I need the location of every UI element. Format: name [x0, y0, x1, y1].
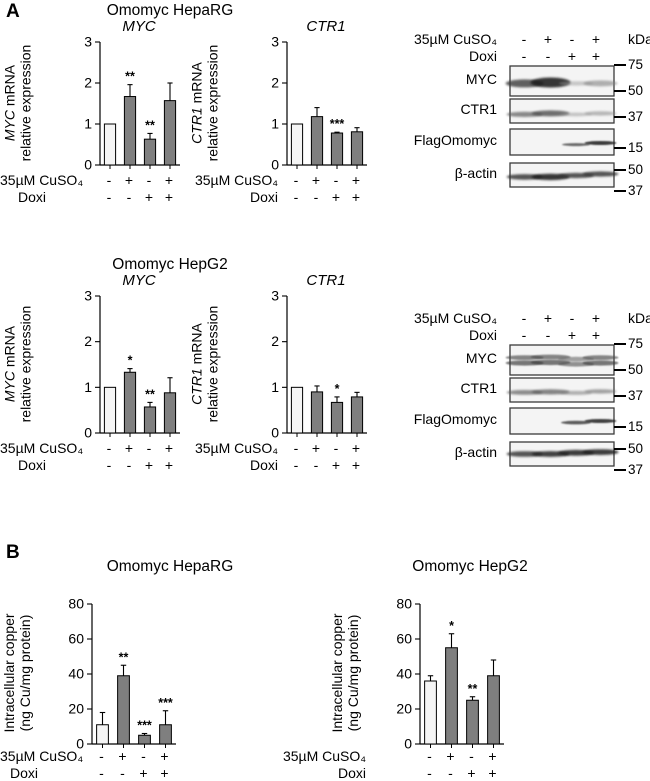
svg-text:0: 0: [404, 736, 412, 752]
svg-text:**: **: [468, 682, 478, 696]
svg-text:*: *: [449, 619, 454, 633]
svg-text:***: ***: [137, 719, 152, 733]
svg-text:80: 80: [396, 596, 412, 612]
svg-text:40: 40: [68, 666, 84, 682]
svg-text:***: ***: [330, 117, 345, 131]
svg-text:**: **: [119, 650, 129, 664]
svg-text:20: 20: [68, 701, 84, 717]
svg-text:60: 60: [68, 631, 84, 647]
svg-text:60: 60: [396, 631, 412, 647]
svg-text:40: 40: [396, 666, 412, 682]
svg-text:***: ***: [158, 696, 173, 710]
svg-text:3: 3: [271, 288, 279, 304]
svg-text:3: 3: [84, 288, 92, 304]
svg-text:80: 80: [68, 596, 84, 612]
svg-text:20: 20: [396, 701, 412, 717]
